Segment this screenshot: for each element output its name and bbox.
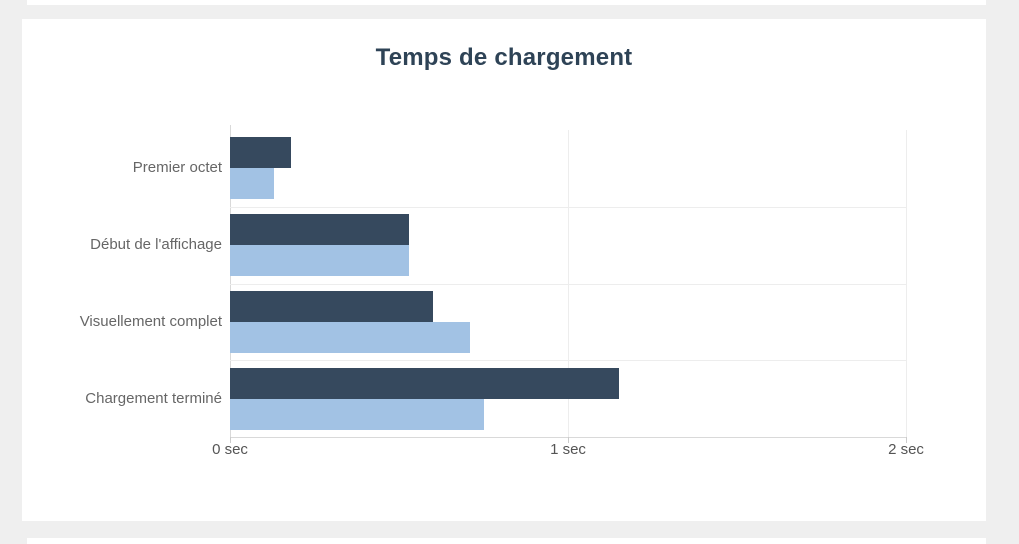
row-separator [230,284,907,285]
bar-serie-bleu-fonce-row0 [230,137,291,168]
gridline-1sec [568,130,569,437]
category-label: Chargement terminé [85,390,222,407]
category-label: Premier octet [132,159,222,176]
x-tick-2sec [906,437,907,443]
x-tick-0sec [230,437,231,443]
bar-serie-bleu-fonce-row1 [230,214,409,245]
plot-area [230,130,907,437]
bar-serie-bleu-fonce-row2 [230,291,433,322]
x-tick-1sec [568,437,569,443]
row-separator [230,360,907,361]
bar-serie-bleu-clair-row2 [230,322,470,353]
x-tick-label: 2 sec [888,441,924,458]
gridline-2sec [906,130,907,437]
bar-serie-bleu-clair-row1 [230,245,409,276]
row-separator [230,207,907,208]
category-label: Visuellement complet [79,313,222,330]
category-label: Début de l'affichage [90,236,222,253]
bar-serie-bleu-fonce-row3 [230,368,619,399]
card-above-partial [27,0,986,5]
bar-serie-bleu-clair-row0 [230,168,274,199]
card-below-partial [27,538,986,544]
chart-title: Temps de chargement [375,44,633,71]
x-tick-label: 1 sec [550,441,586,458]
bar-serie-bleu-clair-row3 [230,399,484,430]
x-tick-label: 0 sec [212,441,248,458]
